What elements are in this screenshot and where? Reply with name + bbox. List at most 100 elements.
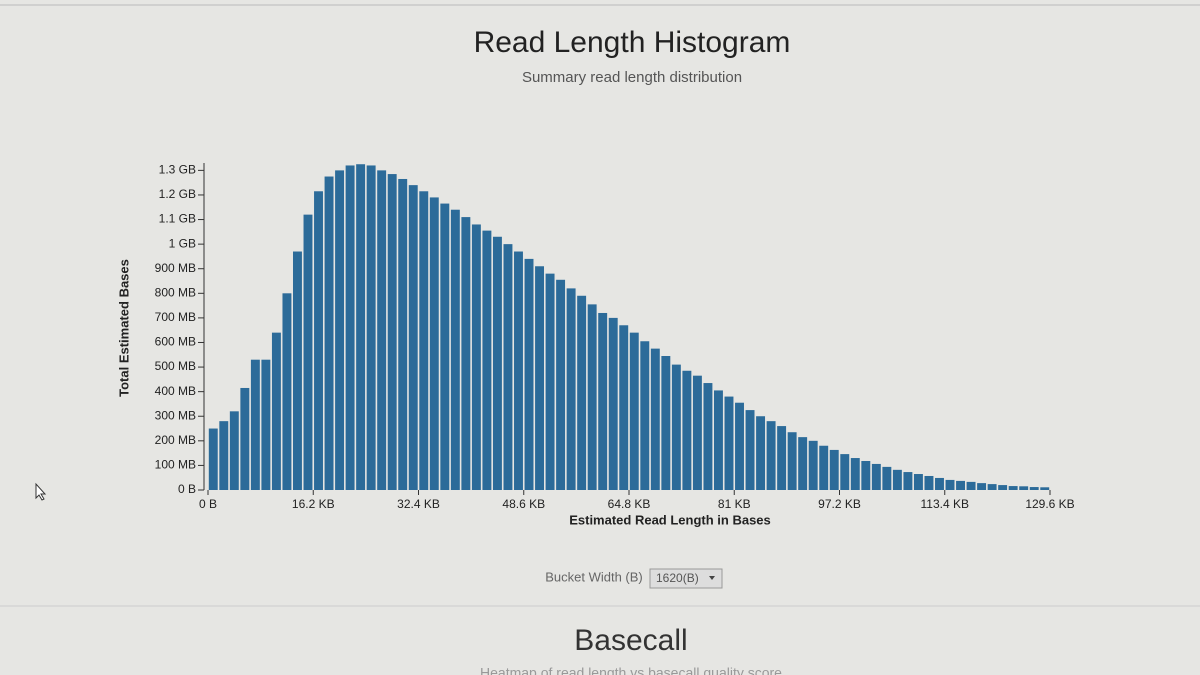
bar <box>808 440 818 490</box>
bar <box>945 479 955 490</box>
bar <box>324 176 334 490</box>
bar <box>935 477 944 490</box>
bar <box>987 484 997 490</box>
bucket-select[interactable] <box>649 568 723 589</box>
bar <box>703 383 713 490</box>
bar <box>219 421 229 490</box>
y-tick-label: 1.1 GB <box>159 212 196 226</box>
bar <box>640 341 650 490</box>
bar <box>556 279 566 490</box>
bar <box>892 469 902 490</box>
bar <box>482 230 492 490</box>
bar <box>861 460 871 490</box>
bar <box>798 437 808 490</box>
x-tick-label: 81 KB <box>718 497 751 511</box>
bar <box>598 312 608 490</box>
bar <box>398 178 408 490</box>
x-tick-label: 16.2 KB <box>292 497 335 511</box>
bar <box>419 191 429 491</box>
bar <box>356 164 366 491</box>
bar <box>998 485 1008 490</box>
bucket-label: Bucket Width (B) <box>545 569 643 584</box>
y-tick-label: 900 MB <box>155 261 196 275</box>
bar <box>240 387 250 490</box>
bar <box>682 370 692 490</box>
bar <box>608 317 618 490</box>
bar <box>387 174 397 490</box>
bar <box>535 266 544 490</box>
bar <box>566 288 576 490</box>
bar <box>903 472 913 490</box>
x-tick-label: 64.8 KB <box>608 497 651 511</box>
section-title: Basecall <box>574 624 687 657</box>
y-tick-label: 800 MB <box>155 285 196 299</box>
x-tick-label: 113.4 KB <box>921 497 969 511</box>
y-tick-label: 600 MB <box>155 335 196 349</box>
x-axis-title: Estimated Read Length in Bases <box>569 512 771 527</box>
y-tick-label: 0 B <box>178 482 196 496</box>
select-arrow <box>709 576 715 580</box>
y-tick-label: 700 MB <box>155 310 196 324</box>
mouse-cursor <box>35 482 47 501</box>
bar <box>1029 487 1039 490</box>
bar <box>882 466 892 490</box>
bar <box>514 251 523 490</box>
bar <box>966 481 976 490</box>
bar <box>208 428 218 490</box>
bar <box>871 463 881 490</box>
x-tick-label: 32.4 KB <box>397 497 440 511</box>
bar <box>924 475 934 490</box>
bar <box>314 191 323 491</box>
bar <box>724 396 734 490</box>
bar <box>745 410 755 490</box>
bar <box>229 411 239 490</box>
bar <box>587 304 597 490</box>
bar <box>977 483 987 490</box>
bar <box>345 165 355 490</box>
bar <box>661 356 671 490</box>
bar <box>461 217 471 491</box>
x-tick-label: 48.6 KB <box>502 497 545 511</box>
bar <box>450 209 460 490</box>
y-tick-label: 200 MB <box>155 433 196 447</box>
bar <box>366 165 376 490</box>
bar <box>714 390 723 490</box>
bar <box>261 359 271 490</box>
y-tick-label: 300 MB <box>155 408 196 422</box>
y-tick-label: 500 MB <box>155 359 196 373</box>
y-tick-label: 100 MB <box>155 458 196 472</box>
bar <box>271 332 281 490</box>
bar <box>629 332 639 490</box>
bar <box>250 359 260 490</box>
bar <box>956 480 965 490</box>
bar <box>577 295 587 490</box>
y-tick-label: 1.3 GB <box>159 163 196 177</box>
bar <box>293 251 302 490</box>
bar <box>766 421 776 490</box>
bar <box>756 416 766 490</box>
bar <box>619 325 629 490</box>
y-tick-label: 1 GB <box>169 236 196 250</box>
x-tick-label: 97.2 KB <box>818 497 861 511</box>
bar <box>850 458 860 490</box>
bar <box>503 244 513 490</box>
bucket-value[interactable]: 1620(B) <box>656 571 699 585</box>
x-tick-label: 0 B <box>199 497 217 511</box>
bar <box>335 170 345 490</box>
section-subtitle: Heatmap of read length vs basecall quali… <box>480 665 782 675</box>
bar <box>282 293 292 490</box>
y-axis-title: Total Estimated Bases <box>116 259 131 397</box>
x-tick-label: 129.6 KB <box>1025 497 1074 511</box>
bar <box>1008 486 1018 490</box>
bar <box>913 474 923 490</box>
y-tick-label: 1.2 GB <box>159 187 196 201</box>
bar <box>1019 486 1029 490</box>
bar <box>440 203 450 490</box>
bar <box>303 214 313 490</box>
bar <box>777 426 787 490</box>
y-tick-label: 400 MB <box>155 384 196 398</box>
bar <box>377 170 387 490</box>
bar <box>524 258 534 490</box>
